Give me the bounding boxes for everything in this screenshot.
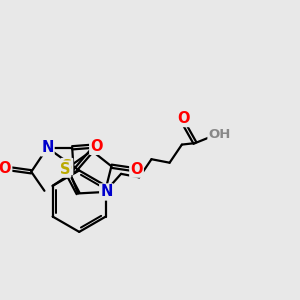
Text: O: O xyxy=(130,162,143,177)
Text: O: O xyxy=(90,139,103,154)
Text: S: S xyxy=(60,162,70,177)
Text: OH: OH xyxy=(208,128,231,141)
Text: N: N xyxy=(41,140,53,155)
Text: N: N xyxy=(100,184,112,200)
Text: O: O xyxy=(177,111,190,126)
Text: S: S xyxy=(62,159,72,174)
Text: O: O xyxy=(0,161,11,176)
